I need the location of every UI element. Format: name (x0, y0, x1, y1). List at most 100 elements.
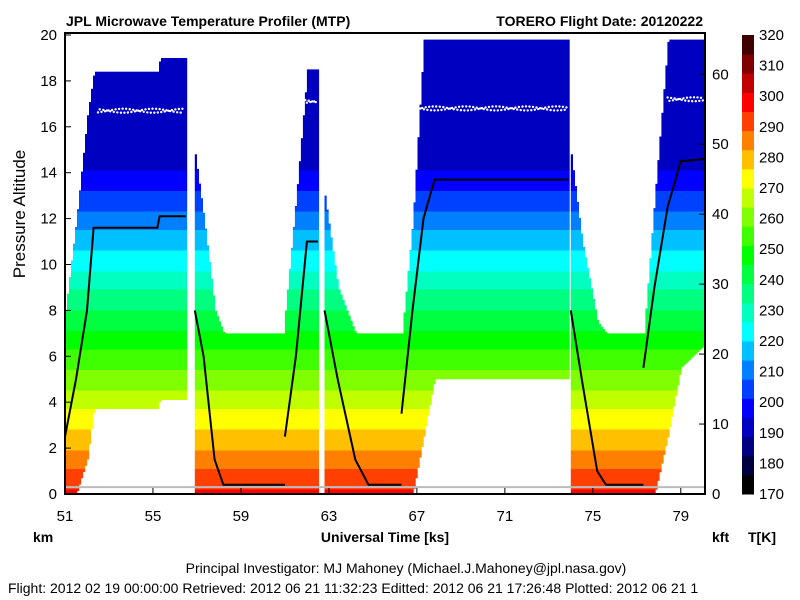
tropopause-point (484, 106, 487, 109)
tropopause-point (521, 105, 524, 108)
x-axis-label: Universal Time [ks] (321, 529, 449, 545)
profile-column (663, 89, 666, 455)
profile-column (529, 39, 532, 380)
profile-column (596, 319, 599, 494)
y-axis-label: Pressure Altitude (10, 150, 29, 279)
profile-column (459, 39, 462, 380)
colorbar-tick-label: 250 (759, 241, 784, 258)
profile-column (153, 71, 156, 410)
profile-column (415, 169, 418, 479)
tropopause-point (554, 105, 558, 108)
profile-column (143, 71, 146, 410)
tropopause-point (701, 99, 704, 102)
colorbar-tick-label: 300 (759, 88, 784, 105)
tropopause-point (151, 107, 154, 110)
profile-column (471, 39, 474, 380)
profile-column (175, 58, 178, 400)
tropopause-point (417, 107, 420, 110)
profile-column (260, 333, 263, 494)
profile-column (582, 246, 585, 494)
profile-column (455, 39, 458, 380)
profile-column (107, 71, 110, 410)
profile-column (252, 333, 255, 494)
profile-column (693, 39, 696, 356)
tropopause-point (305, 101, 309, 104)
chart-title: JPL Microwave Temperature Profiler (MTP) (66, 13, 350, 29)
colorbar-swatch (742, 130, 754, 151)
profile-column (559, 39, 562, 380)
colorbar-swatch (742, 283, 754, 304)
tropopause-point (561, 105, 565, 109)
colorbar-swatch (742, 168, 754, 189)
tropopause-point (691, 100, 694, 103)
profile-column (276, 333, 279, 494)
tropopause-point (489, 109, 492, 112)
profile-column (392, 333, 395, 494)
profile-column (214, 310, 217, 494)
tropopause-point (692, 96, 696, 99)
profile-column (679, 39, 682, 375)
profile-column (547, 39, 550, 380)
tropopause-point (487, 105, 491, 109)
tropopause-point (160, 110, 163, 114)
tropopause-point (526, 109, 529, 112)
profile-column (220, 326, 223, 494)
kft-unit-label: kft (712, 529, 729, 545)
tropopause-point (558, 105, 561, 108)
tropopause-point (549, 108, 552, 112)
profile-column (509, 39, 512, 380)
tropopause-point (678, 97, 682, 101)
tropopause-point (675, 98, 678, 101)
x-tick-label: 67 (409, 508, 426, 525)
profile-column (669, 39, 672, 428)
profile-column (362, 333, 365, 494)
tropopause-point (696, 96, 699, 99)
y-tick-label: 20 (40, 27, 57, 44)
tropopause-point (300, 98, 303, 101)
tropopause-point (452, 108, 455, 111)
profile-column (256, 333, 259, 494)
tropopause-point (694, 100, 697, 103)
profile-column (274, 333, 277, 494)
profile-column (401, 333, 404, 494)
profile-column (525, 39, 528, 380)
tropopause-point (119, 111, 123, 114)
profile-column (171, 58, 174, 400)
tropopause-point (149, 111, 152, 114)
profile-column (423, 39, 426, 437)
temperature-field (65, 39, 706, 495)
profile-column (85, 134, 88, 466)
profile-column (316, 69, 320, 495)
profile-column (398, 333, 401, 494)
colorbar-tick-label: 280 (759, 149, 784, 166)
tropopause-point (551, 105, 554, 108)
tropopause-point (165, 109, 168, 112)
tropopause-point (445, 106, 448, 110)
profile-column (409, 249, 412, 494)
tropopause-point (161, 108, 165, 111)
tropopause-point (494, 105, 498, 108)
tropopause-point (116, 111, 119, 114)
profile-column (578, 217, 581, 495)
colorbar-tick-label: 270 (759, 180, 784, 197)
profile-column (580, 233, 583, 494)
tropopause-point (687, 99, 690, 103)
colorbar: 170 180 190 200 210 220 230 240 250 260 270 280 290 3… (742, 27, 784, 503)
kft-tick-label: 0 (712, 486, 720, 503)
tropopause-point (671, 99, 675, 102)
profile-column (489, 39, 492, 380)
profile-column (427, 39, 430, 416)
tropopause-point (459, 109, 463, 112)
y-tick-label: 18 (40, 73, 57, 90)
tropopause-point (98, 108, 101, 111)
profile-column (626, 333, 629, 494)
colorbar-swatch (742, 54, 754, 74)
profile-column (501, 39, 504, 380)
profile-column (651, 233, 654, 494)
tropopause-point (514, 106, 517, 109)
profile-column (622, 333, 625, 494)
aircraft-altitude-line (323, 310, 402, 486)
profile-column (675, 39, 678, 396)
profile-column (443, 39, 446, 380)
profile-column (206, 245, 209, 494)
